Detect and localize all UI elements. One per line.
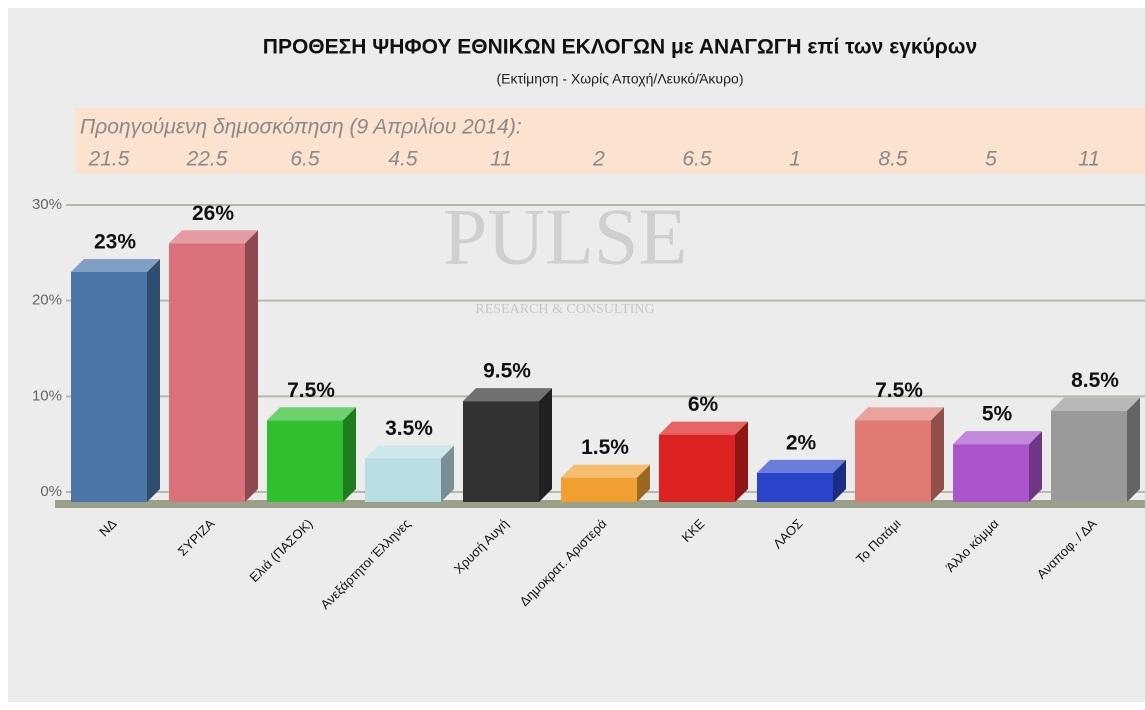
bar-top [169, 230, 258, 244]
previous-value: 22.5 [186, 148, 228, 171]
value-label: 7.5% [875, 379, 923, 402]
bar-top [463, 388, 552, 402]
bar-side [441, 445, 454, 502]
bar-top [953, 431, 1042, 445]
bar-side [343, 407, 356, 502]
previous-value: 21.5 [88, 148, 130, 171]
bar-side [1029, 431, 1042, 502]
previous-value: 11 [490, 148, 512, 171]
value-label: 1.5% [581, 436, 629, 459]
bar-side [931, 407, 944, 502]
bar [953, 444, 1029, 502]
previous-value: 4.5 [388, 148, 418, 171]
y-tick-label: 20% [32, 292, 62, 309]
bar-top [267, 407, 356, 421]
previous-value: 2 [592, 148, 605, 171]
watermark: PULSE [443, 193, 688, 281]
floor [55, 500, 1145, 508]
bar [561, 477, 637, 502]
previous-value: 6.5 [290, 148, 320, 171]
bar-side [1127, 397, 1140, 502]
bar-top [659, 421, 748, 435]
value-label: 23% [94, 231, 136, 254]
value-label: 6% [688, 393, 719, 416]
previous-value: 11 [1078, 148, 1100, 171]
chart-title: ΠΡΟΘΕΣΗ ΨΗΦΟΥ ΕΘΝΙΚΩΝ ΕΚΛΟΓΩΝ με ΑΝΑΓΩΓΗ… [263, 36, 977, 59]
bar-top [855, 407, 944, 421]
bar-top [71, 258, 160, 272]
bar [365, 458, 441, 502]
bar-side [245, 230, 258, 502]
bar-side [833, 459, 846, 502]
previous-value: 8.5 [878, 148, 908, 171]
bar-top [365, 445, 454, 459]
bar [169, 243, 245, 502]
previous-value: 6.5 [682, 148, 712, 171]
bar-top [1051, 397, 1140, 411]
bar [659, 434, 735, 502]
bar [267, 420, 343, 502]
value-label: 8.5% [1071, 369, 1119, 392]
value-label: 9.5% [483, 360, 531, 383]
chart-subtitle: (Εκτίμηση - Χωρίς Αποχή/Λευκό/Άκυρο) [497, 71, 744, 87]
value-label: 26% [192, 202, 234, 225]
previous-label: Προηγούμενη δημοσκόπηση (9 Απριλίου 2014… [80, 116, 522, 139]
previous-value: 1 [789, 148, 801, 171]
value-label: 7.5% [287, 379, 335, 402]
y-tick-label: 10% [32, 387, 62, 404]
bar-side [539, 388, 552, 502]
bar [757, 472, 833, 502]
bar-side [637, 464, 650, 502]
bar [855, 420, 931, 502]
bar-top [757, 459, 846, 473]
value-label: 5% [982, 403, 1013, 426]
bar-side [735, 421, 748, 502]
bar [71, 271, 147, 502]
value-label: 2% [786, 431, 817, 454]
value-label: 3.5% [385, 417, 433, 440]
watermark-sub: RESEARCH & CONSULTING [475, 302, 654, 317]
y-tick-label: 30% [32, 196, 62, 213]
previous-band [75, 108, 1145, 174]
bar-side [147, 258, 160, 502]
bar-top [561, 464, 650, 478]
bar [1051, 410, 1127, 502]
previous-value: 5 [985, 148, 997, 171]
bar [463, 401, 539, 502]
y-tick-label: 0% [40, 483, 62, 500]
